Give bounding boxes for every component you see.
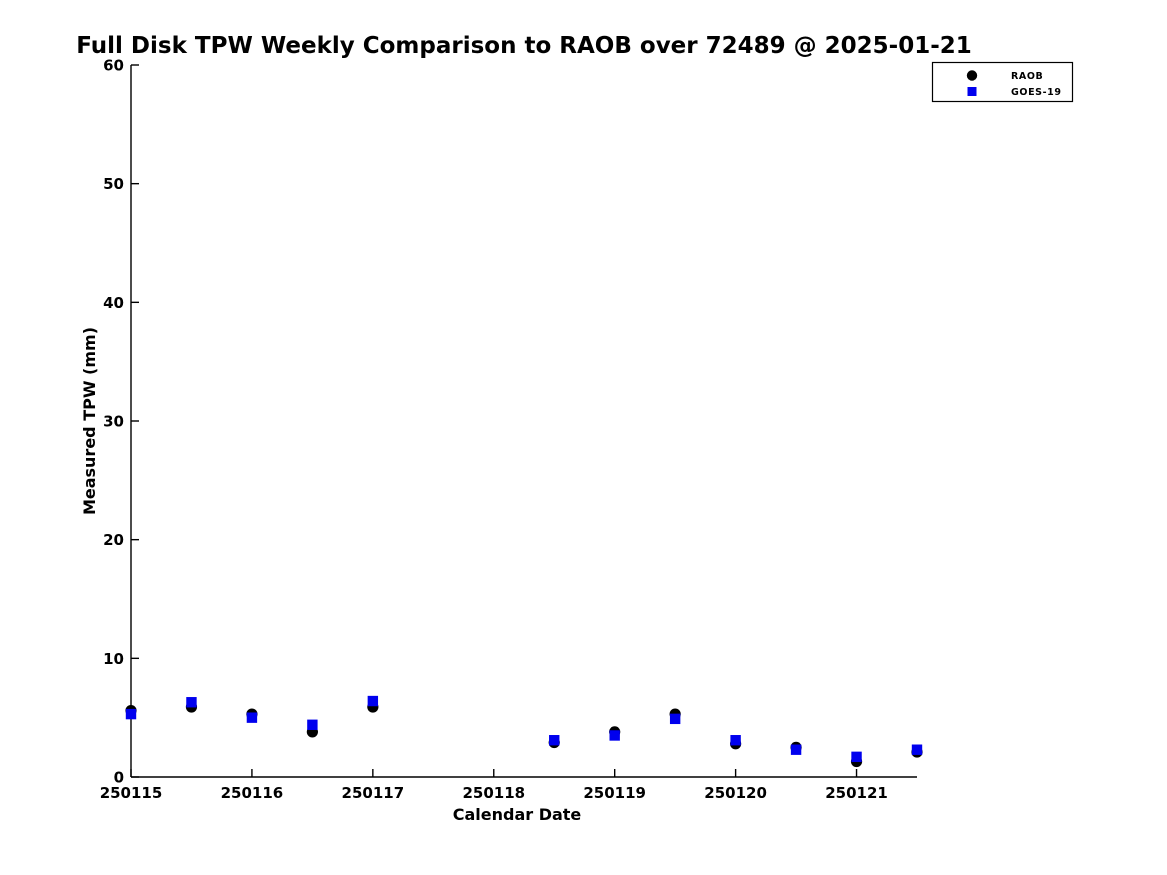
goes-19-point: [609, 730, 620, 741]
y-tick-label: 60: [103, 57, 124, 75]
legend: RAOB GOES-19: [931, 61, 1074, 103]
goes-19-point: [186, 697, 197, 708]
goes-19-point: [730, 735, 741, 746]
x-tick-label: 250116: [221, 784, 284, 802]
y-tick-label: 40: [103, 294, 124, 312]
legend-box: [931, 61, 1074, 103]
legend-goes19-marker-icon: [967, 87, 977, 96]
x-tick-label: 250119: [583, 784, 646, 802]
x-tick-label: 250121: [825, 784, 888, 802]
goes-19-point: [367, 695, 379, 707]
legend-raob-marker-icon: [966, 70, 978, 81]
y-tick-label: 20: [103, 531, 124, 549]
legend-label-raob: RAOB: [1011, 71, 1043, 82]
y-tick-label: 50: [103, 175, 124, 193]
y-tick-label: 10: [103, 650, 124, 668]
goes-19-point: [790, 744, 802, 755]
goes-19-point: [911, 744, 923, 755]
x-axis-label: Calendar Date: [453, 805, 582, 824]
goes-19-point: [549, 735, 560, 746]
y-axis-label: Measured TPW (mm): [80, 327, 99, 515]
axes: 250115 250116 250117 250118 250119 250120 2501…: [100, 57, 917, 802]
x-tick-label: 250120: [704, 784, 767, 802]
y-tick-label: 30: [103, 413, 124, 431]
goes-19-point: [669, 713, 681, 725]
x-tick-label: 250115: [100, 784, 163, 802]
data-points: [125, 695, 923, 768]
goes-19-point: [851, 751, 862, 763]
goes-19-point: [246, 712, 258, 723]
x-tick-label: 250118: [462, 784, 525, 802]
legend-label-goes19: GOES-19: [1011, 87, 1062, 98]
goes-19-point: [307, 719, 318, 730]
chart-title: Full Disk TPW Weekly Comparison to RAOB …: [76, 33, 972, 59]
y-tick-label: 0: [114, 769, 124, 787]
x-tick-label: 250117: [342, 784, 405, 802]
goes-19-point: [125, 708, 137, 720]
